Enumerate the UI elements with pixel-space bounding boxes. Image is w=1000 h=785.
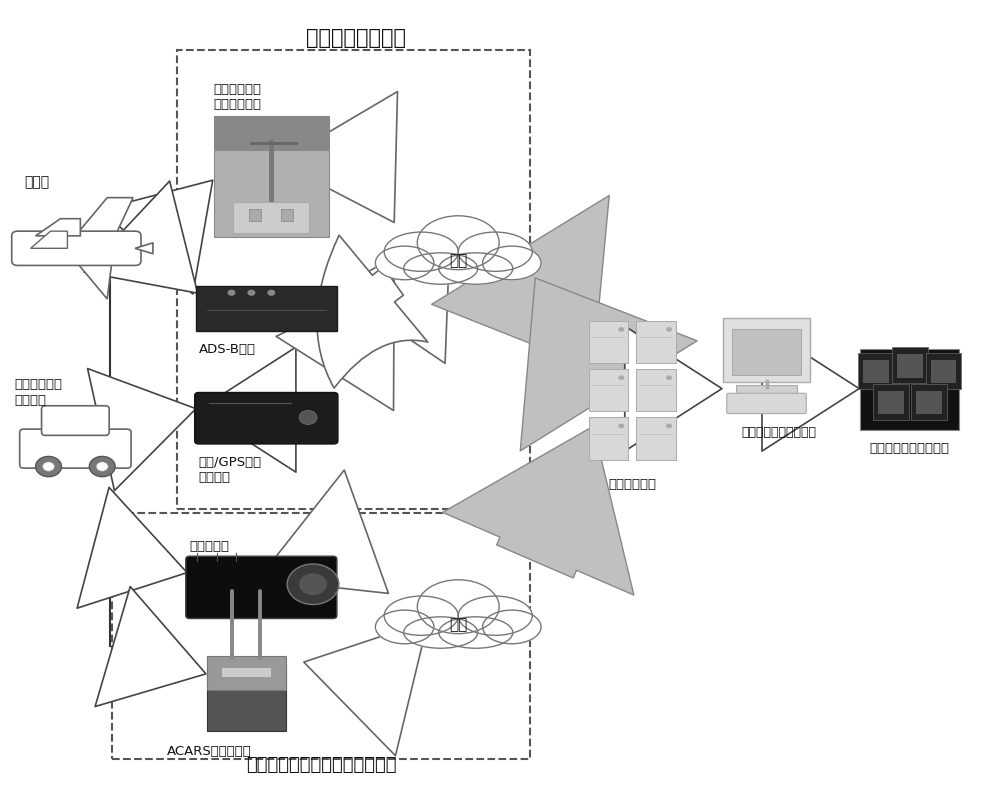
- Ellipse shape: [483, 610, 541, 644]
- Ellipse shape: [483, 246, 541, 279]
- Text: 机场航班保障
特种车辆: 机场航班保障 特种车辆: [15, 378, 63, 407]
- Circle shape: [287, 564, 339, 604]
- FancyBboxPatch shape: [589, 321, 628, 363]
- Text: 网络: 网络: [449, 617, 467, 632]
- FancyBboxPatch shape: [214, 116, 329, 151]
- FancyBboxPatch shape: [196, 286, 337, 331]
- FancyBboxPatch shape: [249, 209, 261, 221]
- Circle shape: [299, 573, 327, 595]
- Circle shape: [618, 375, 624, 380]
- Text: 传感器设备: 传感器设备: [190, 540, 230, 553]
- Circle shape: [618, 327, 624, 332]
- Ellipse shape: [439, 617, 513, 648]
- FancyBboxPatch shape: [42, 406, 109, 436]
- Circle shape: [247, 290, 255, 296]
- Circle shape: [36, 456, 61, 476]
- Circle shape: [666, 375, 672, 380]
- FancyBboxPatch shape: [926, 352, 961, 389]
- Text: 网络: 网络: [449, 254, 467, 268]
- Polygon shape: [36, 219, 80, 236]
- Text: 航空器: 航空器: [25, 175, 50, 189]
- FancyBboxPatch shape: [207, 666, 286, 731]
- FancyBboxPatch shape: [589, 418, 628, 459]
- Text: 航班保障节点核心数据采集模块: 航班保障节点核心数据采集模块: [246, 756, 396, 774]
- Polygon shape: [135, 243, 153, 254]
- FancyBboxPatch shape: [195, 392, 338, 444]
- Circle shape: [299, 411, 317, 425]
- FancyBboxPatch shape: [860, 349, 959, 430]
- Ellipse shape: [384, 232, 458, 272]
- Bar: [112, 513, 530, 759]
- FancyBboxPatch shape: [20, 429, 131, 468]
- Ellipse shape: [384, 596, 458, 635]
- Circle shape: [618, 424, 624, 429]
- FancyBboxPatch shape: [727, 393, 806, 414]
- Text: 北斗/GPS定位
车载终端: 北斗/GPS定位 车载终端: [199, 456, 262, 484]
- Text: ACARS地面接收机: ACARS地面接收机: [167, 745, 252, 758]
- FancyBboxPatch shape: [878, 391, 904, 414]
- Polygon shape: [31, 231, 67, 248]
- FancyBboxPatch shape: [636, 418, 676, 459]
- Circle shape: [666, 424, 672, 429]
- FancyBboxPatch shape: [636, 321, 676, 363]
- Text: 数据存储中心: 数据存储中心: [608, 478, 656, 491]
- Ellipse shape: [375, 610, 434, 644]
- FancyBboxPatch shape: [222, 668, 271, 677]
- FancyBboxPatch shape: [186, 557, 337, 619]
- Circle shape: [666, 327, 672, 332]
- FancyBboxPatch shape: [911, 384, 947, 420]
- Ellipse shape: [458, 596, 532, 635]
- Circle shape: [89, 456, 115, 476]
- FancyBboxPatch shape: [233, 202, 309, 232]
- Ellipse shape: [458, 232, 532, 272]
- Ellipse shape: [417, 580, 499, 633]
- Circle shape: [267, 290, 275, 296]
- FancyBboxPatch shape: [873, 384, 909, 420]
- FancyBboxPatch shape: [732, 329, 801, 375]
- Ellipse shape: [439, 253, 513, 284]
- Circle shape: [228, 290, 235, 296]
- Ellipse shape: [417, 216, 499, 270]
- FancyBboxPatch shape: [892, 347, 928, 383]
- FancyBboxPatch shape: [931, 360, 956, 383]
- Bar: [177, 49, 530, 509]
- Text: 数据解析、处理及分析: 数据解析、处理及分析: [742, 426, 817, 439]
- FancyBboxPatch shape: [12, 231, 141, 265]
- Text: ADS-B设备: ADS-B设备: [199, 343, 256, 356]
- FancyBboxPatch shape: [207, 656, 286, 690]
- FancyBboxPatch shape: [858, 352, 894, 389]
- FancyBboxPatch shape: [214, 116, 329, 236]
- Circle shape: [43, 462, 54, 471]
- Ellipse shape: [375, 246, 434, 279]
- FancyBboxPatch shape: [897, 354, 923, 378]
- Ellipse shape: [404, 253, 478, 284]
- Text: 位置信息追踪模块: 位置信息追踪模块: [306, 27, 406, 48]
- FancyBboxPatch shape: [636, 369, 676, 411]
- Text: 航班保障节点综合显示: 航班保障节点综合显示: [870, 442, 950, 455]
- FancyBboxPatch shape: [281, 209, 293, 221]
- Text: 二次雷达、场
面监视雷达等: 二次雷达、场 面监视雷达等: [214, 83, 262, 111]
- Polygon shape: [75, 198, 133, 299]
- Ellipse shape: [404, 617, 478, 648]
- FancyBboxPatch shape: [589, 369, 628, 411]
- FancyBboxPatch shape: [863, 360, 889, 383]
- Circle shape: [96, 462, 108, 471]
- FancyBboxPatch shape: [916, 391, 942, 414]
- FancyBboxPatch shape: [723, 319, 810, 382]
- FancyBboxPatch shape: [736, 385, 797, 396]
